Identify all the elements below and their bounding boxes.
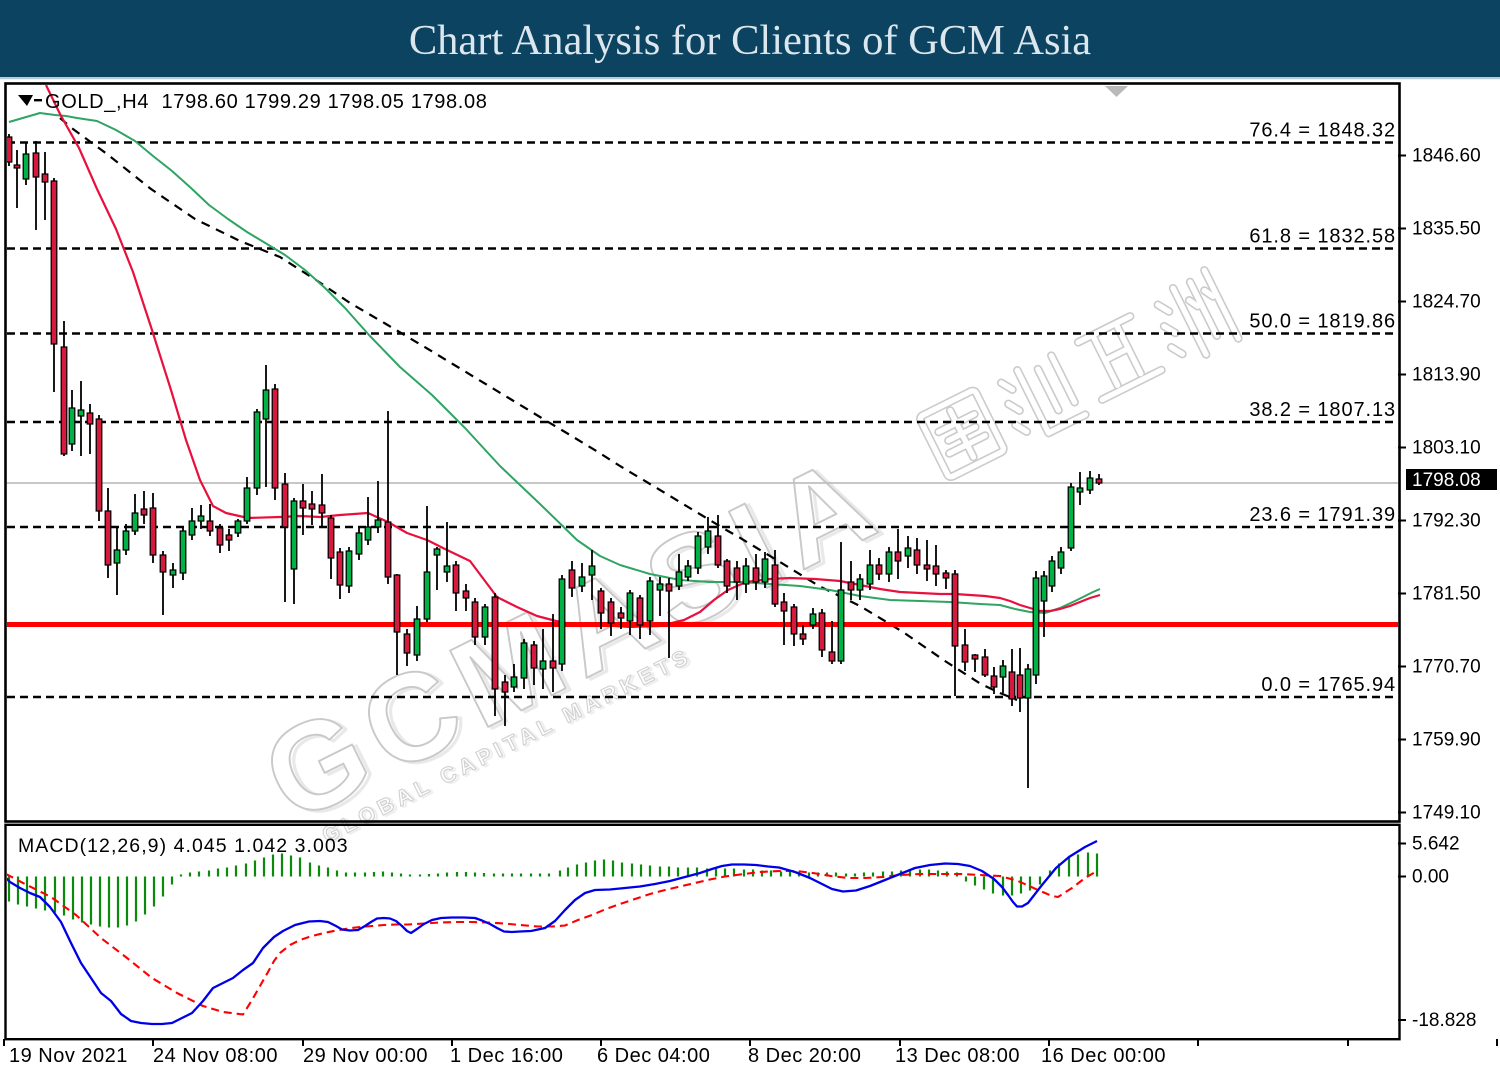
svg-text:1792.30: 1792.30 [1412, 511, 1481, 532]
svg-text:1 Dec 16:00: 1 Dec 16:00 [450, 1045, 563, 1067]
svg-text:50.0 = 1819.86: 50.0 = 1819.86 [1249, 311, 1396, 333]
svg-text:1846.60: 1846.60 [1412, 146, 1481, 167]
svg-text:61.8 = 1832.58: 61.8 = 1832.58 [1249, 226, 1396, 248]
svg-text:1749.10: 1749.10 [1412, 803, 1481, 824]
svg-text:GOLD_,H4 1798.60 1799.29 1798: GOLD_,H4 1798.60 1799.29 1798.05 1798.08 [45, 91, 488, 113]
svg-text:1770.70: 1770.70 [1412, 657, 1481, 678]
svg-text:1781.50: 1781.50 [1412, 584, 1481, 605]
svg-text:Chart Analysis for Clients of: Chart Analysis for Clients of GCM Asia [409, 17, 1091, 64]
svg-text:24 Nov 08:00: 24 Nov 08:00 [153, 1045, 278, 1067]
svg-text:19 Nov 2021: 19 Nov 2021 [9, 1045, 128, 1067]
svg-text:1813.90: 1813.90 [1412, 365, 1481, 386]
svg-text:1798.08: 1798.08 [1412, 470, 1481, 491]
svg-text:1803.10: 1803.10 [1412, 438, 1481, 459]
svg-text:13 Dec 08:00: 13 Dec 08:00 [895, 1045, 1020, 1067]
svg-text:1824.70: 1824.70 [1412, 292, 1481, 313]
svg-text:0.0 = 1765.94: 0.0 = 1765.94 [1261, 674, 1396, 696]
svg-text:38.2 = 1807.13: 38.2 = 1807.13 [1249, 399, 1396, 421]
svg-text:1835.50: 1835.50 [1412, 219, 1481, 240]
svg-text:8 Dec 20:00: 8 Dec 20:00 [748, 1045, 861, 1067]
svg-text:5.642: 5.642 [1412, 834, 1460, 855]
svg-text:16 Dec 00:00: 16 Dec 00:00 [1041, 1045, 1166, 1067]
svg-text:MACD(12,26,9) 4.045 1.042 3.00: MACD(12,26,9) 4.045 1.042 3.003 [18, 835, 349, 857]
svg-text:76.4 = 1848.32: 76.4 = 1848.32 [1249, 120, 1396, 142]
svg-text:1759.90: 1759.90 [1412, 730, 1481, 751]
svg-text:-18.828: -18.828 [1412, 1010, 1476, 1031]
svg-text:29 Nov 00:00: 29 Nov 00:00 [303, 1045, 428, 1067]
svg-text:23.6 = 1791.39: 23.6 = 1791.39 [1249, 504, 1396, 526]
svg-text:6 Dec 04:00: 6 Dec 04:00 [597, 1045, 710, 1067]
svg-text:0.00: 0.00 [1412, 867, 1449, 888]
